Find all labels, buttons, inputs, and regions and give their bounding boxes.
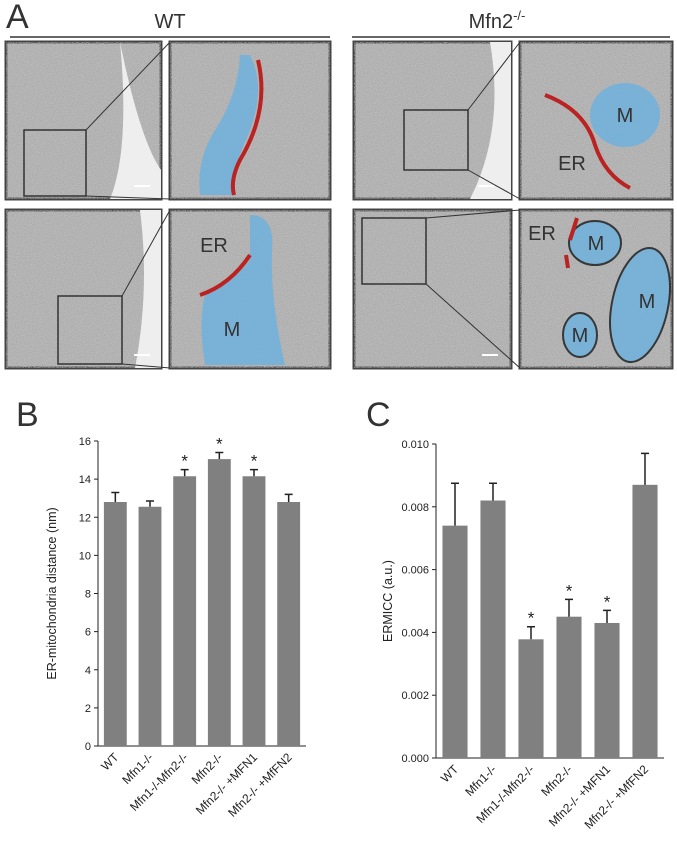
y-tick-label: 2 xyxy=(85,703,91,715)
significance-mark: * xyxy=(181,452,188,471)
er xyxy=(199,253,252,297)
er xyxy=(544,93,631,190)
bar xyxy=(594,622,620,758)
significance-mark: * xyxy=(566,581,573,600)
error-bar xyxy=(215,451,224,460)
em-label: ER xyxy=(558,153,586,175)
y-tick-label: 16 xyxy=(79,436,91,448)
texture xyxy=(354,210,511,368)
y-tick-label: 0.000 xyxy=(401,753,429,765)
group-title: WT xyxy=(154,11,185,33)
zoom-box xyxy=(403,109,469,171)
micrographs: M ER ER M ER M M M xyxy=(4,40,674,370)
y-axis-label: ER-mitochondria distance (nm) xyxy=(45,507,59,679)
error-bar xyxy=(489,482,497,501)
error-bar xyxy=(451,482,459,526)
x-tick-label: WT xyxy=(98,750,122,774)
significance-mark: * xyxy=(216,434,223,453)
y-tick-label: 0.002 xyxy=(401,690,429,702)
zoom-box xyxy=(23,129,87,197)
y-tick-label: 0.008 xyxy=(401,502,429,514)
x-tick-label: Mfn2-/- xyxy=(538,762,575,799)
mitochondrion xyxy=(590,83,660,147)
em-label: M xyxy=(224,319,241,341)
y-tick-label: 0.006 xyxy=(401,565,429,577)
cell-edge xyxy=(110,42,161,199)
error-bar xyxy=(527,625,535,640)
zoom-lines xyxy=(85,41,521,369)
y-tick-label: 12 xyxy=(79,512,91,524)
error-bar xyxy=(284,493,293,502)
bar xyxy=(103,502,127,746)
error-bar xyxy=(250,468,258,477)
error-bar xyxy=(603,609,611,623)
bar xyxy=(632,484,658,758)
er xyxy=(564,217,579,269)
y-tick-label: 0 xyxy=(85,741,91,753)
texture xyxy=(6,210,161,368)
group-title: Mfn2-/- xyxy=(469,8,526,33)
panel-label: B xyxy=(16,396,39,434)
bar xyxy=(207,459,231,746)
mitochondrion xyxy=(568,220,622,266)
title-base: Mfn2 xyxy=(469,11,513,33)
y-tick-label: 0.010 xyxy=(401,439,429,451)
em-label: M xyxy=(639,291,656,313)
y-tick-label: 0.004 xyxy=(401,627,429,639)
bar xyxy=(480,500,506,758)
y-tick-label: 8 xyxy=(85,589,91,601)
error-bar xyxy=(565,598,573,617)
error-bar xyxy=(111,491,120,502)
em-label: M xyxy=(588,233,605,255)
significance-mark: * xyxy=(604,592,611,611)
zoom-box xyxy=(57,295,123,365)
em-label: M xyxy=(572,325,589,347)
mitochondrion xyxy=(562,312,598,358)
bar xyxy=(518,639,544,758)
cell-edge xyxy=(470,42,511,199)
y-tick-label: 10 xyxy=(79,550,91,562)
scale-bars xyxy=(134,185,498,356)
significance-mark: * xyxy=(528,609,535,628)
error-bar xyxy=(180,468,189,477)
zoom-box xyxy=(361,217,427,285)
bar xyxy=(173,476,197,746)
x-tick-label: WT xyxy=(438,762,462,786)
error-bar xyxy=(146,500,154,507)
error-bar xyxy=(641,452,649,485)
er xyxy=(230,59,264,196)
em-label: ER xyxy=(200,235,228,257)
significance-mark: * xyxy=(251,452,258,471)
title-sup: -/- xyxy=(513,8,525,23)
x-tick-label: Mfn1-/- xyxy=(462,762,499,799)
em-label: ER xyxy=(528,223,556,245)
y-axis-label: ERMICC (a.u.) xyxy=(381,560,395,642)
mitochondrion xyxy=(609,246,671,364)
mitochondrion xyxy=(199,55,259,195)
bar xyxy=(242,476,266,746)
bar xyxy=(556,616,582,758)
cell-edge xyxy=(135,210,161,368)
bar xyxy=(442,525,468,758)
bar xyxy=(138,506,162,746)
y-tick-label: 4 xyxy=(85,665,91,677)
mitochondrion xyxy=(201,215,285,365)
em-label: M xyxy=(617,105,634,127)
x-tick-label: Mfn2-/- +MfFN2 xyxy=(225,750,295,820)
panel-label: A xyxy=(6,0,29,36)
y-tick-label: 14 xyxy=(79,474,91,486)
y-tick-label: 6 xyxy=(85,627,91,639)
bar xyxy=(277,502,301,746)
panel-label: C xyxy=(366,396,391,434)
